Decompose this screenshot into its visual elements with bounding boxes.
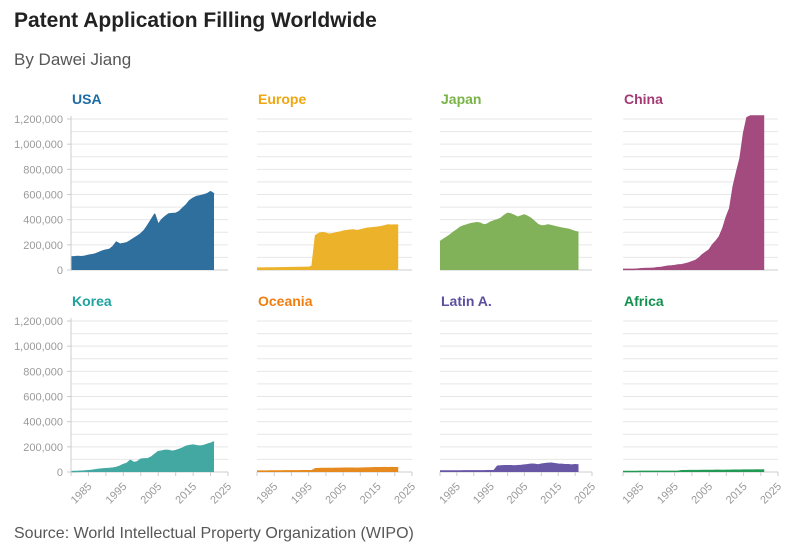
x-tick-label: 2025 [758,481,784,507]
source-note: Source: World Intellectual Property Orga… [14,525,414,542]
area-Latin A. [440,463,579,472]
area-topline-Korea [70,441,215,473]
panel-Oceania: Oceania 1985 1995 2005 2015 2025 [255,293,419,506]
y-tick-label: 1,000,000 [14,139,63,151]
y-tick-label: 1,200,000 [14,316,63,328]
area-topline-Japan [439,212,579,243]
panel-China: China [623,91,778,271]
panel-title-China: China [624,91,663,107]
x-tick-label: 1985 [69,481,95,507]
area-topline-Oceania [257,466,399,472]
area-Korea [71,441,214,472]
y-tick-label: 200,000 [23,240,63,252]
panel-Africa: Africa 1985 1995 2005 2015 2025 [621,293,785,506]
panel-Korea: Korea 0 200,000 400,000 600,000 800,000 1,000,… [14,293,234,506]
x-tick-label: 2025 [392,481,418,507]
area-topline-Europe [257,224,399,269]
x-tick-label: 1995 [289,481,315,507]
panel-title-Oceania: Oceania [258,293,313,309]
panel-title-Europe: Europe [258,91,306,107]
x-tick-label: 1985 [255,481,281,507]
area-Japan [440,213,579,270]
panel-Latin A.: Latin A. 1985 1995 2005 2015 2025 [437,293,598,506]
x-tick-label: 2015 [724,481,750,507]
panel-title-Africa: Africa [624,293,664,309]
x-tick-label: 2025 [208,481,234,507]
panel-USA: USA 0 200,000 400,000 600,000 800,000 1,000,00… [14,91,228,277]
x-tick-label: 2015 [358,481,384,507]
page-title: Patent Application Filling Worldwide [14,9,377,32]
area-topline-China [623,115,765,271]
y-tick-label: 800,000 [23,164,63,176]
y-tick-label: 1,000,000 [14,341,63,353]
x-tick-label: 2005 [505,481,531,507]
x-tick-label: 1995 [655,481,681,507]
y-tick-label: 200,000 [23,442,63,454]
area-China [623,116,765,270]
panel-title-USA: USA [72,91,102,107]
x-tick-label: 2015 [173,481,199,507]
y-tick-label: 0 [57,265,63,277]
panel-title-Korea: Korea [72,293,112,309]
x-tick-label: 1985 [621,481,647,507]
byline: By Dawei Jiang [14,50,132,69]
x-tick-label: 1995 [104,481,130,507]
area-topline-Africa [623,469,765,473]
y-tick-label: 800,000 [23,366,63,378]
x-tick-label: 2025 [572,481,598,507]
y-tick-label: 0 [57,467,63,479]
x-tick-label: 2005 [139,481,165,507]
panel-Europe: Europe [257,91,412,271]
x-tick-label: 2015 [539,481,565,507]
y-tick-label: 600,000 [23,392,63,404]
y-tick-label: 600,000 [23,190,63,202]
y-tick-label: 400,000 [23,417,63,429]
x-tick-label: 2005 [689,481,715,507]
panel-title-Latin A.: Latin A. [441,293,492,309]
panel-title-Japan: Japan [441,91,481,107]
panel-Japan: Japan [439,91,592,271]
area-Europe [257,225,399,270]
y-tick-label: 400,000 [23,215,63,227]
area-topline-USA [70,190,215,258]
x-tick-label: 1985 [437,481,463,507]
area-topline-Latin A. [440,462,579,472]
x-tick-label: 1995 [471,481,497,507]
x-tick-label: 2005 [323,481,349,507]
y-tick-label: 1,200,000 [14,114,63,126]
area-USA [71,191,214,270]
